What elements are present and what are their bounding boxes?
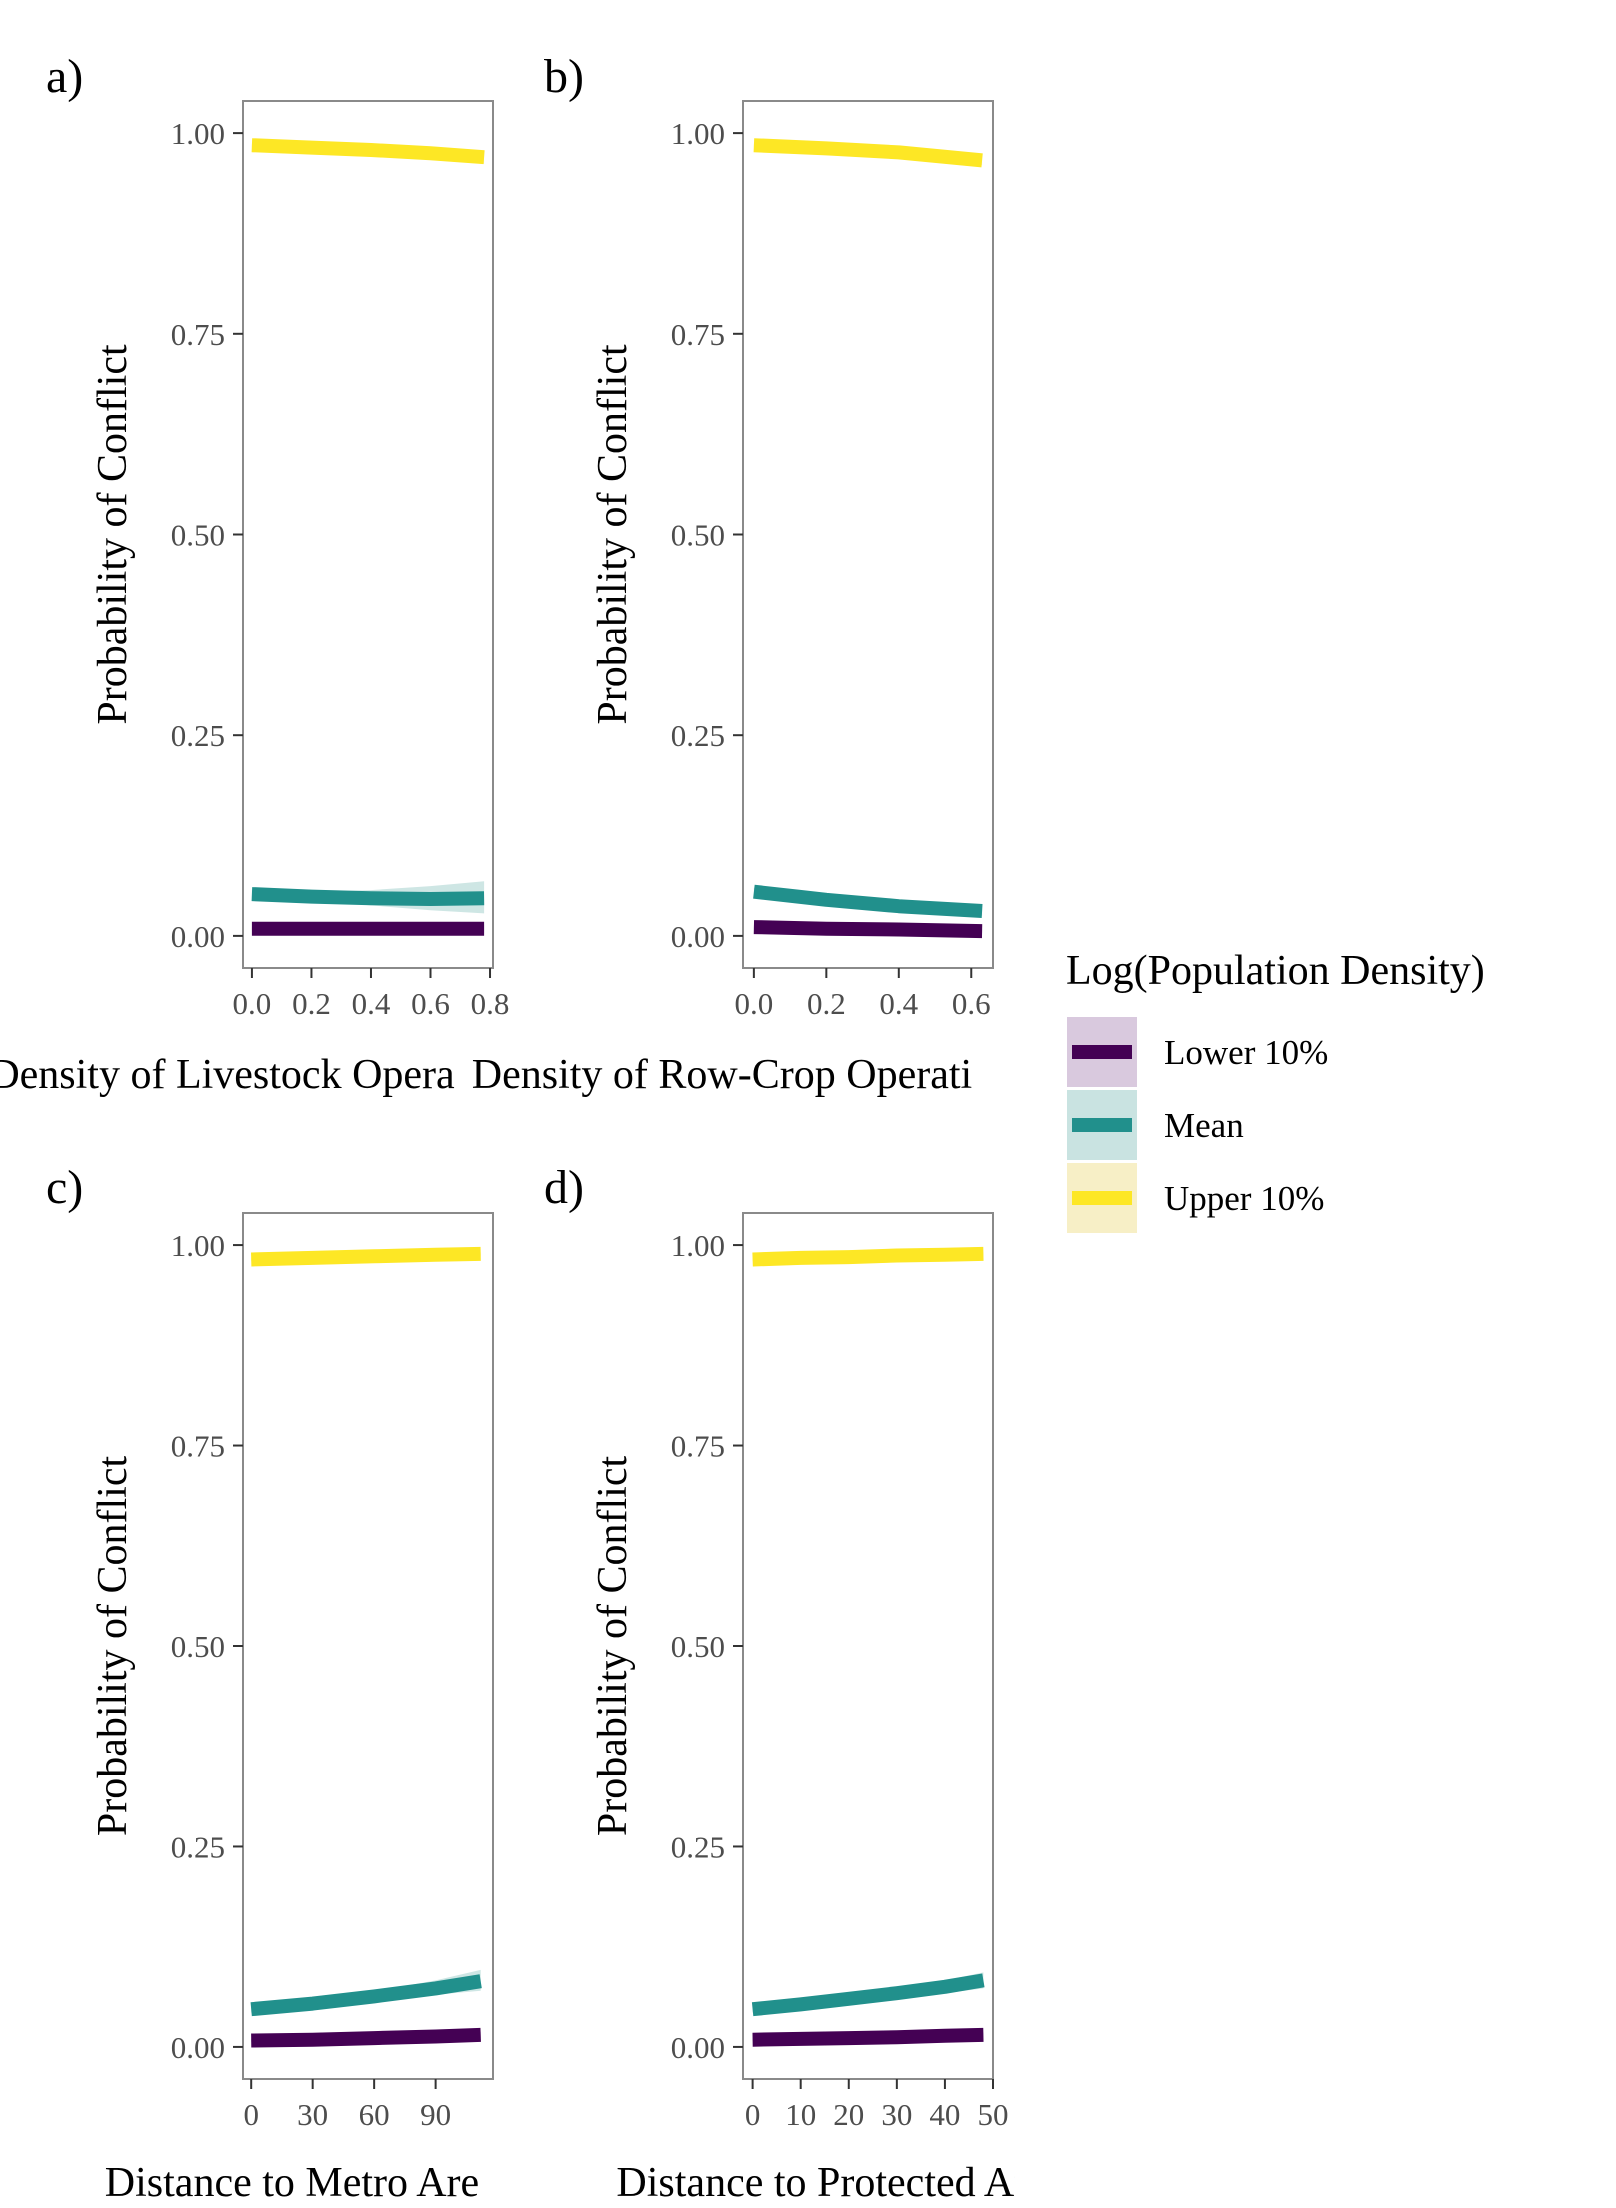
- y-tick-label: 0.75: [171, 1429, 225, 1464]
- x-tick-label: 50: [978, 2097, 1009, 2132]
- y-axis-label: Probability of Conflict: [90, 1456, 136, 1837]
- series-line-mean: [250, 1974, 482, 2017]
- y-tick-label: 0.75: [671, 1429, 725, 1464]
- x-tick-label: 0.0: [734, 986, 773, 1021]
- x-tick-label: 0.4: [879, 986, 918, 1021]
- panel-label: c): [46, 1161, 83, 1214]
- series-line-mean: [753, 884, 983, 918]
- panel-b: b) 0.00 0.25 0.50 0.75 1.00 0.0 0.2 0.4 0.6 Probab…: [472, 50, 994, 1098]
- legend-item: Upper 10%: [1067, 1163, 1324, 1233]
- x-tick-label: 60: [359, 2097, 390, 2132]
- y-tick-label: 0.25: [171, 1829, 225, 1864]
- panel-d: d) 0.00 0.25 0.50 0.75 1.00 0 10 20 30 40 50 Probabi…: [544, 1161, 1157, 2206]
- plot-area: [742, 100, 994, 969]
- x-tick-label: 0: [745, 2097, 761, 2132]
- panel-label: a): [46, 50, 83, 103]
- series-line-upper-10-: [752, 1246, 984, 1267]
- legend-label: Lower 10%: [1164, 1033, 1328, 1072]
- legend-title: Log(Population Density): [1066, 948, 1485, 994]
- plot-area: [242, 100, 494, 969]
- y-tick-label: 0.25: [671, 1829, 725, 1864]
- legend-item: Mean: [1067, 1090, 1244, 1160]
- series-line-mean: [251, 887, 485, 906]
- y-axis-label: Probability of Conflict: [590, 344, 636, 725]
- x-axis-label: Density of Row-Crop Operati: [472, 1052, 972, 1098]
- x-tick-label: 90: [420, 2097, 451, 2132]
- y-axis-label: Probability of Conflict: [90, 344, 136, 725]
- legend: Log(Population Density) Lower 10% Mean Uppe…: [1066, 948, 1485, 1233]
- panel-c: c) 0.00 0.25 0.50 0.75 1.00 0 30 60 90 Probability…: [46, 1161, 494, 2206]
- legend-label: Upper 10%: [1164, 1179, 1324, 1218]
- x-tick-label: 0.2: [807, 986, 846, 1021]
- y-tick-label: 1.00: [671, 1228, 725, 1263]
- y-tick-label: 0.00: [171, 2030, 225, 2065]
- x-tick-label: 0.2: [292, 986, 331, 1021]
- x-tick-label: 20: [833, 2097, 864, 2132]
- series-line-lower-10-: [753, 920, 983, 939]
- y-tick-label: 0.00: [671, 919, 725, 954]
- legend-label: Mean: [1164, 1106, 1244, 1145]
- panel-label: b): [544, 50, 584, 103]
- x-tick-label: 0.4: [352, 986, 391, 1021]
- y-tick-label: 0.50: [171, 518, 225, 553]
- x-axis-label: Density of Livestock Opera: [0, 1052, 455, 1098]
- plot-area: [742, 1212, 994, 2080]
- y-tick-label: 0.50: [171, 1629, 225, 1664]
- y-tick-label: 0.75: [671, 317, 725, 352]
- y-tick-label: 1.00: [171, 1228, 225, 1263]
- x-axis-label: Distance to Protected Area (km): [616, 2160, 1157, 2206]
- x-tick-label: 0.8: [471, 986, 510, 1021]
- y-tick-label: 0.25: [171, 718, 225, 753]
- x-tick-label: 10: [785, 2097, 816, 2132]
- x-axis-label: Distance to Metro Are: [105, 2160, 479, 2206]
- panel-a: a) 0.00 0.25 0.50 0.75 1.00 0.0 0.2 0.4 0.6 0.8 Pro…: [0, 50, 509, 1098]
- y-tick-label: 0.75: [171, 317, 225, 352]
- x-tick-label: 0.6: [411, 986, 450, 1021]
- series-line-mean: [751, 1973, 985, 2017]
- x-tick-label: 30: [297, 2097, 328, 2132]
- y-tick-label: 1.00: [671, 116, 725, 151]
- x-tick-label: 30: [881, 2097, 912, 2132]
- panel-label: d): [544, 1161, 584, 1214]
- x-tick-label: 40: [929, 2097, 960, 2132]
- legend-item: Lower 10%: [1067, 1017, 1328, 1087]
- y-axis-label: Probability of Conflict: [590, 1456, 636, 1837]
- y-tick-label: 0.50: [671, 1629, 725, 1664]
- y-tick-label: 0.00: [171, 919, 225, 954]
- x-tick-label: 0.0: [233, 986, 272, 1021]
- y-tick-label: 0.00: [671, 2030, 725, 2065]
- y-tick-label: 0.25: [671, 718, 725, 753]
- series-line-upper-10-: [251, 138, 485, 165]
- x-tick-label: 0.6: [952, 986, 991, 1021]
- series-line-upper-10-: [753, 138, 983, 168]
- series-line-lower-10-: [752, 2027, 984, 2047]
- series-line-upper-10-: [251, 1246, 481, 1267]
- plot-area: [242, 1212, 494, 2080]
- series-line-lower-10-: [251, 2027, 481, 2048]
- x-tick-label: 0: [243, 2097, 259, 2132]
- y-tick-label: 1.00: [171, 116, 225, 151]
- y-tick-label: 0.50: [671, 518, 725, 553]
